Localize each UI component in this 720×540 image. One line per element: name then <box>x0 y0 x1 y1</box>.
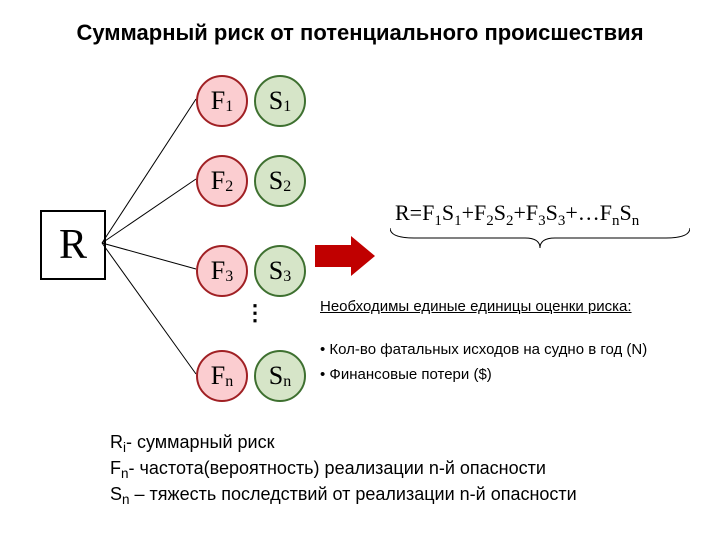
need-units-line: Необходимы единые единицы оценки риска: <box>320 298 632 315</box>
pair-row: FnSn <box>196 350 306 402</box>
red-arrow-body <box>315 245 351 267</box>
red-arrow-head <box>351 236 375 276</box>
f-circle: F2 <box>196 155 248 207</box>
slide-root: Суммарный риск от потенциального происше… <box>0 0 720 540</box>
formula-brace <box>390 228 690 254</box>
bullet-line: • Финансовые потери ($) <box>320 365 647 385</box>
f-circle: F1 <box>196 75 248 127</box>
f-circle: F3 <box>196 245 248 297</box>
s-circle: S1 <box>254 75 306 127</box>
vertical-dots: ⋮ <box>244 300 266 326</box>
bullet-line: • Кол-во фатальных исходов на судно в го… <box>320 340 647 360</box>
pair-row: F3S3 <box>196 245 306 297</box>
pair-row: F2S2 <box>196 155 306 207</box>
legend-block: Ri- суммарный рискFn- частота(вероятност… <box>110 430 577 508</box>
s-circle: Sn <box>254 350 306 402</box>
bullets-block: • Кол-во фатальных исходов на судно в го… <box>320 340 647 385</box>
legend-line: Fn- частота(вероятность) реализации n-й … <box>110 456 577 482</box>
f-circle: Fn <box>196 350 248 402</box>
s-circle: S2 <box>254 155 306 207</box>
pair-row: F1S1 <box>196 75 306 127</box>
legend-line: Ri- суммарный риск <box>110 430 577 456</box>
s-circle: S3 <box>254 245 306 297</box>
legend-line: Sn – тяжесть последствий от реализации n… <box>110 482 577 508</box>
formula-text: R=F1S1+F2S2+F3S3+…FnSn <box>395 200 639 226</box>
